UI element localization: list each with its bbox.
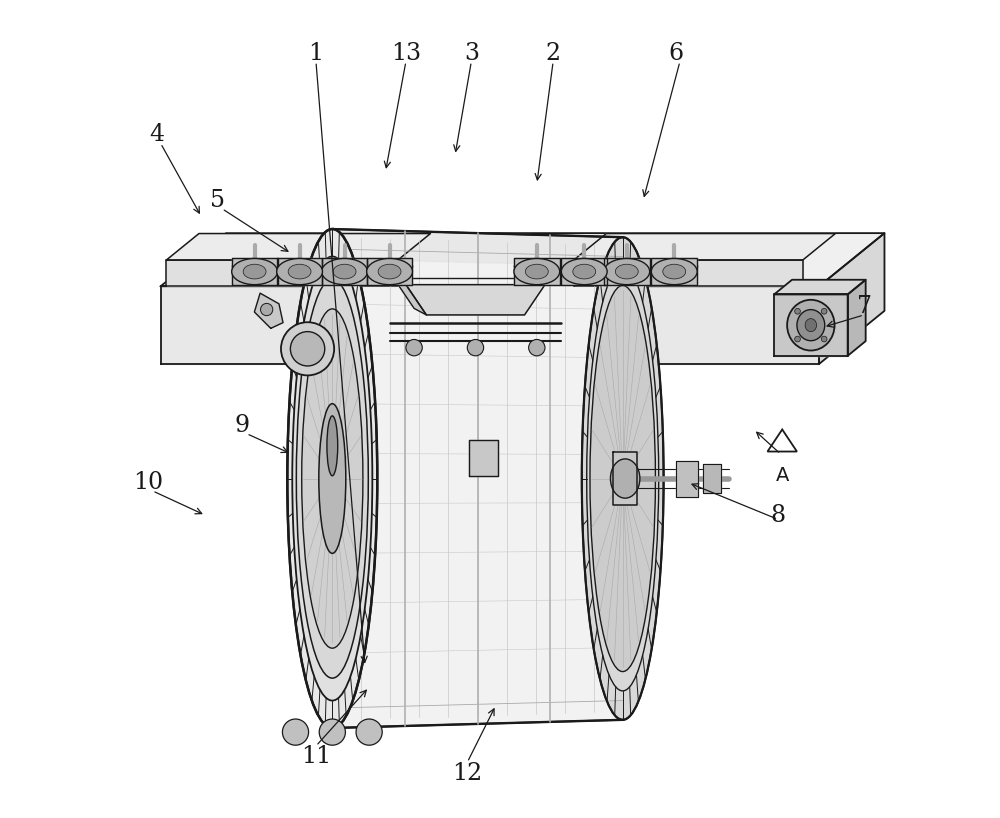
Ellipse shape [610, 459, 640, 498]
Polygon shape [703, 464, 721, 493]
Ellipse shape [302, 309, 363, 648]
Ellipse shape [795, 336, 800, 342]
Ellipse shape [604, 258, 650, 285]
Ellipse shape [663, 264, 686, 279]
Polygon shape [322, 258, 367, 285]
Text: 12: 12 [452, 762, 482, 784]
Text: 9: 9 [235, 414, 250, 437]
Ellipse shape [290, 331, 325, 366]
Ellipse shape [525, 264, 548, 279]
Polygon shape [613, 452, 637, 505]
Ellipse shape [319, 719, 345, 745]
Ellipse shape [292, 257, 372, 700]
Ellipse shape [281, 322, 334, 375]
Ellipse shape [282, 719, 309, 745]
Polygon shape [367, 258, 412, 285]
Ellipse shape [322, 258, 367, 285]
Ellipse shape [514, 258, 560, 285]
Ellipse shape [261, 303, 273, 316]
Ellipse shape [529, 339, 545, 356]
Polygon shape [332, 229, 623, 728]
Polygon shape [469, 440, 498, 476]
Text: 5: 5 [210, 189, 225, 212]
Polygon shape [232, 258, 278, 285]
Ellipse shape [797, 310, 825, 341]
Polygon shape [514, 258, 560, 285]
Text: 11: 11 [301, 745, 331, 768]
Text: 1: 1 [308, 42, 324, 65]
Ellipse shape [406, 339, 422, 356]
Polygon shape [277, 258, 322, 285]
Polygon shape [676, 461, 698, 497]
Ellipse shape [288, 264, 311, 279]
Ellipse shape [467, 339, 484, 356]
Ellipse shape [795, 308, 800, 314]
Polygon shape [332, 229, 623, 266]
Ellipse shape [378, 264, 401, 279]
Polygon shape [161, 233, 884, 286]
Ellipse shape [277, 258, 322, 285]
Polygon shape [651, 258, 697, 285]
Text: A: A [776, 466, 789, 485]
Ellipse shape [821, 308, 827, 314]
Polygon shape [604, 258, 650, 285]
Ellipse shape [296, 279, 368, 678]
Ellipse shape [590, 285, 655, 672]
Polygon shape [574, 234, 835, 260]
Ellipse shape [582, 237, 664, 720]
Text: 13: 13 [391, 42, 421, 65]
Text: 4: 4 [149, 124, 164, 146]
Polygon shape [161, 286, 819, 364]
Ellipse shape [243, 264, 266, 279]
Ellipse shape [573, 264, 596, 279]
Polygon shape [254, 293, 283, 328]
Text: 3: 3 [464, 42, 479, 65]
Polygon shape [394, 278, 426, 315]
Polygon shape [406, 285, 545, 315]
Ellipse shape [787, 300, 835, 351]
Polygon shape [819, 233, 884, 364]
Ellipse shape [561, 258, 607, 285]
Text: 7: 7 [857, 295, 872, 318]
Polygon shape [774, 280, 866, 294]
Polygon shape [166, 234, 430, 260]
Polygon shape [774, 294, 848, 356]
Ellipse shape [651, 258, 697, 285]
Ellipse shape [821, 336, 827, 342]
Polygon shape [166, 260, 398, 286]
Ellipse shape [287, 229, 377, 728]
Ellipse shape [319, 404, 346, 553]
Ellipse shape [333, 264, 356, 279]
Polygon shape [848, 280, 866, 356]
Ellipse shape [615, 264, 638, 279]
Polygon shape [574, 260, 803, 286]
Ellipse shape [367, 258, 412, 285]
Ellipse shape [805, 319, 817, 332]
Text: 10: 10 [133, 471, 163, 494]
Text: 8: 8 [771, 504, 786, 527]
Ellipse shape [356, 719, 382, 745]
Polygon shape [561, 258, 607, 285]
Ellipse shape [327, 416, 338, 476]
Text: 2: 2 [546, 42, 561, 65]
Ellipse shape [232, 258, 278, 285]
Text: 6: 6 [668, 42, 683, 65]
